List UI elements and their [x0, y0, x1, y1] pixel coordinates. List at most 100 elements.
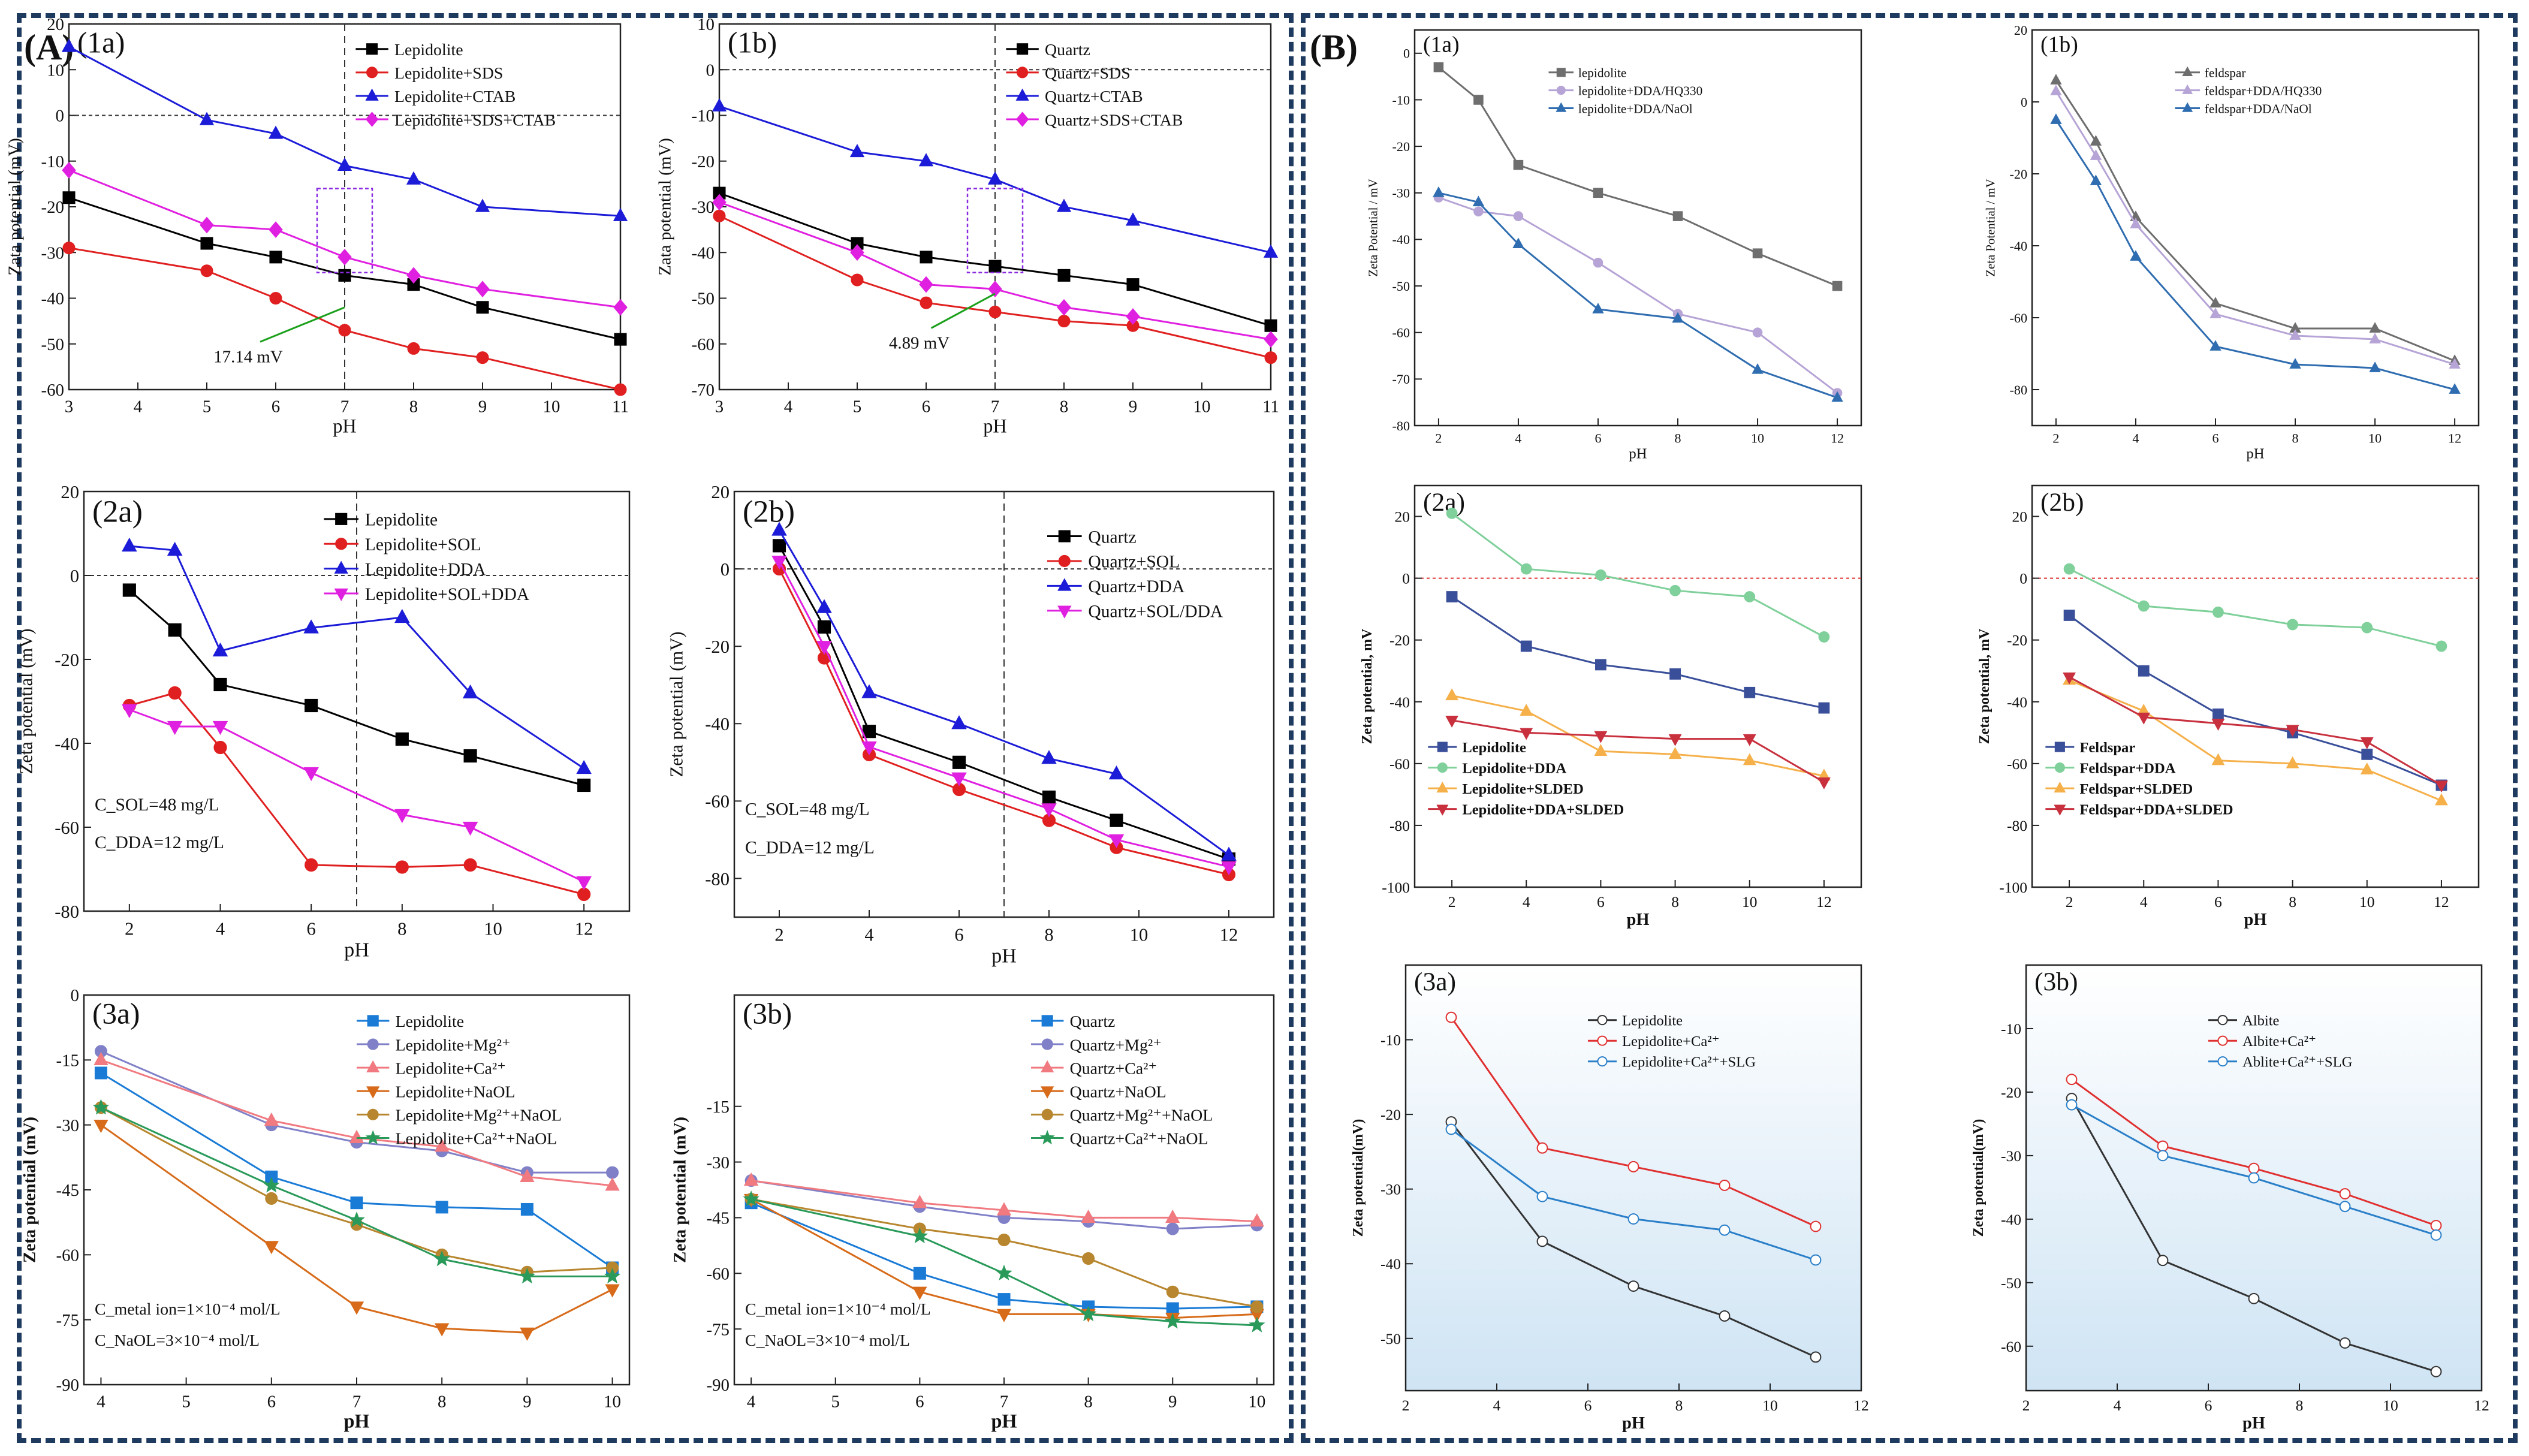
- y-tick-label: -40: [2007, 694, 2027, 711]
- x-tick-label: 9: [1129, 397, 1137, 416]
- data-point: [265, 1192, 278, 1205]
- x-tick-label: 12: [1220, 925, 1238, 945]
- series-line: [750, 1198, 1257, 1319]
- x-tick-label: 8: [438, 1392, 446, 1411]
- series-line: [750, 1198, 1258, 1308]
- data-point: [2369, 361, 2381, 372]
- x-tick-label: 8: [1084, 1392, 1092, 1411]
- x-tick-label: 2: [2066, 893, 2073, 911]
- y-tick-label: -50: [691, 290, 715, 309]
- data-point: [817, 620, 831, 634]
- legend-marker: [1041, 1015, 1053, 1027]
- data-point: [576, 759, 592, 774]
- data-point: [1108, 834, 1125, 849]
- x-axis-label: pH: [991, 945, 1017, 967]
- y-axis-label: Zeta potential(mV): [1971, 1119, 1987, 1237]
- data-point: [988, 281, 1002, 298]
- data-point: [2449, 383, 2461, 394]
- legend-marker: [2217, 1035, 2228, 1046]
- legend-label: Quartz+SOL/DDA: [1088, 602, 1223, 622]
- x-axis-label: pH: [343, 1410, 369, 1431]
- data-point: [200, 237, 213, 250]
- data-point: [168, 623, 182, 637]
- annotation-arrow: [930, 293, 996, 329]
- data-point: [1264, 351, 1277, 364]
- section-b-frame: [1301, 13, 2518, 1443]
- plot-frame: [1404, 964, 1862, 1392]
- x-tick-label: 6: [1597, 893, 1605, 911]
- data-point: [1594, 731, 1608, 743]
- data-point: [1445, 688, 1459, 701]
- series-line: [750, 1180, 1257, 1230]
- data-point: [520, 1202, 533, 1216]
- x-tick-label: 11: [612, 397, 629, 416]
- y-axis-label: Zeta potential (mV): [670, 1117, 689, 1263]
- x-tick-label: 4: [1493, 1397, 1501, 1414]
- y-tick-label: -30: [1392, 186, 1410, 201]
- data-point: [2138, 600, 2150, 612]
- x-tick-label: 12: [1816, 893, 1832, 911]
- legend-marker: [365, 1130, 381, 1145]
- y-tick-label: -50: [1392, 279, 1410, 294]
- y-tick-label: 10: [47, 61, 64, 80]
- panel-label: (3b): [2034, 967, 2078, 996]
- legend-marker: [1015, 111, 1029, 127]
- data-point: [2286, 756, 2299, 768]
- legend-label: Lepidolite+Ca²⁺+SLG: [1622, 1054, 1756, 1071]
- x-tick-label: 8: [409, 397, 418, 416]
- legend-label: Lepidolite: [396, 1012, 465, 1031]
- series-line: [1451, 513, 1825, 638]
- data-point: [349, 1301, 364, 1315]
- data-point: [200, 216, 214, 234]
- y-axis-label: Zeta potential, mV: [1977, 628, 1993, 744]
- chart-a2a: 2 4 6 8 10 12 -80 -60 -40 -20 0 20 pH Zeta potential …: [16, 482, 631, 961]
- data-point: [1081, 1209, 1096, 1223]
- data-point: [167, 541, 183, 556]
- data-point: [911, 1227, 929, 1244]
- data-point: [1108, 765, 1125, 780]
- legend-marker: [1597, 1056, 1608, 1067]
- section-a-frame: [17, 13, 1294, 1443]
- y-tick-label: -40: [55, 734, 79, 754]
- x-tick-label: 8: [1671, 893, 1679, 911]
- y-tick-label: 0: [721, 559, 730, 580]
- y-tick-label: -40: [2001, 1211, 2021, 1228]
- data-point: [1473, 95, 1484, 105]
- y-tick-label: -20: [2010, 167, 2027, 182]
- data-point: [997, 1293, 1011, 1306]
- legend-marker: [2054, 762, 2065, 773]
- legend-label: Lepidolite: [394, 41, 463, 59]
- y-tick-label: -90: [56, 1376, 79, 1395]
- data-point: [167, 721, 183, 735]
- data-point: [743, 1172, 759, 1186]
- data-point: [1520, 728, 1533, 740]
- y-tick-label: -70: [691, 381, 715, 400]
- data-point: [2430, 1365, 2442, 1377]
- series-line: [2069, 568, 2442, 647]
- y-tick-label: 20: [2014, 23, 2027, 38]
- data-point: [771, 521, 787, 536]
- data-point: [62, 242, 76, 255]
- panel-label: (1a): [77, 26, 125, 59]
- panel-label: (3b): [743, 997, 792, 1030]
- x-tick-label: 8: [397, 919, 406, 939]
- data-point: [1752, 363, 1764, 374]
- data-point: [1126, 278, 1140, 291]
- data-point: [1446, 591, 1458, 602]
- data-point: [62, 162, 76, 179]
- legend-marker: [1041, 1038, 1053, 1050]
- series-line: [1438, 197, 1838, 394]
- legend-label: Quartz+Mg²⁺: [1070, 1036, 1162, 1054]
- y-tick-label: -20: [1389, 632, 1410, 649]
- y-tick-label: -50: [1380, 1330, 1401, 1348]
- y-tick-label: -80: [1392, 418, 1410, 433]
- chart-b2b: 2 4 6 8 10 12 -100 -80 -60 -40 -20 0 20 pH Zeta potent…: [1977, 484, 2480, 929]
- y-tick-label: -20: [41, 198, 64, 217]
- x-tick-label: 4: [2114, 1397, 2121, 1414]
- data-point: [2361, 748, 2373, 760]
- series-line: [2069, 676, 2442, 786]
- x-tick-label: 2: [2022, 1397, 2030, 1414]
- data-point: [1752, 248, 1763, 258]
- data-point: [303, 619, 319, 634]
- data-point: [1472, 195, 1485, 207]
